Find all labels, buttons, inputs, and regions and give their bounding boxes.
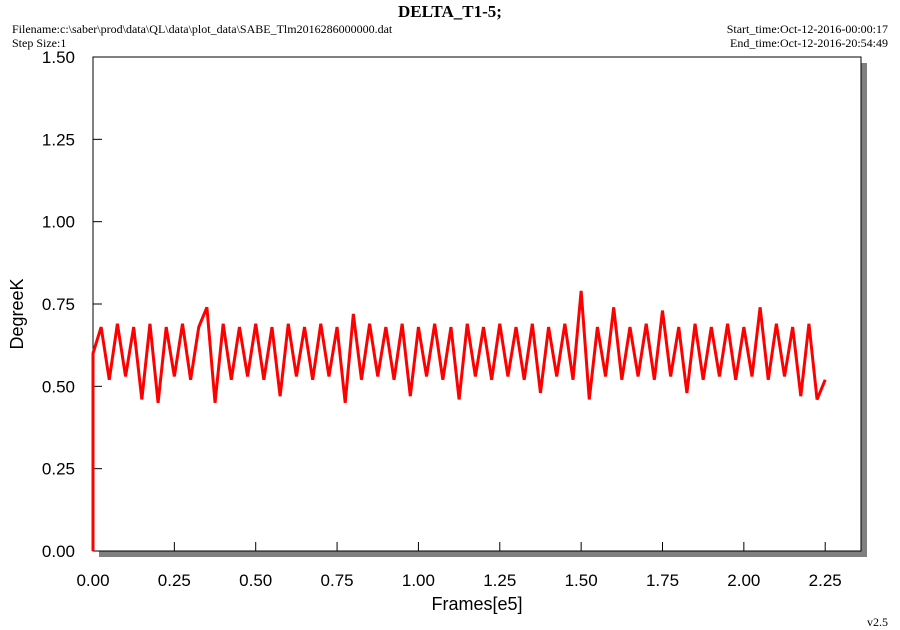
end-time: End_time:Oct-12-2016-20:54:49 xyxy=(730,36,888,50)
chart-title: DELTA_T1-5; xyxy=(398,2,502,21)
x-tick-label: 0.25 xyxy=(158,571,191,590)
y-tick-label: 1.50 xyxy=(42,48,75,67)
y-tick-label: 0.25 xyxy=(42,460,75,479)
y-tick-label: 0.50 xyxy=(42,377,75,396)
y-tick-label: 1.00 xyxy=(42,213,75,232)
x-tick-label: 1.25 xyxy=(483,571,516,590)
step-size: Step Size:1 xyxy=(12,36,66,50)
x-tick-label: 2.25 xyxy=(809,571,842,590)
start-time: Start_time:Oct-12-2016-00:00:17 xyxy=(727,22,888,36)
data-line xyxy=(91,290,827,551)
x-tick-label: 0.75 xyxy=(321,571,354,590)
version: v2.5 xyxy=(867,615,888,629)
x-tick-label: 1.00 xyxy=(402,571,435,590)
y-tick-label: 0.75 xyxy=(42,295,75,314)
filename: Filename:c:\saber\prod\data\QL\data\plot… xyxy=(12,22,393,36)
x-tick-label: 0.50 xyxy=(239,571,272,590)
y-tick-label: 0.00 xyxy=(42,542,75,561)
x-tick-label: 2.00 xyxy=(727,571,760,590)
x-tick-label: 1.50 xyxy=(565,571,598,590)
plot-area xyxy=(92,56,862,552)
y-tick-label: 1.25 xyxy=(42,130,75,149)
x-tick-label: 1.75 xyxy=(646,571,679,590)
x-axis-label: Frames[e5] xyxy=(431,594,522,614)
y-axis-label: DegreeK xyxy=(7,278,27,349)
x-tick-label: 0.00 xyxy=(76,571,109,590)
